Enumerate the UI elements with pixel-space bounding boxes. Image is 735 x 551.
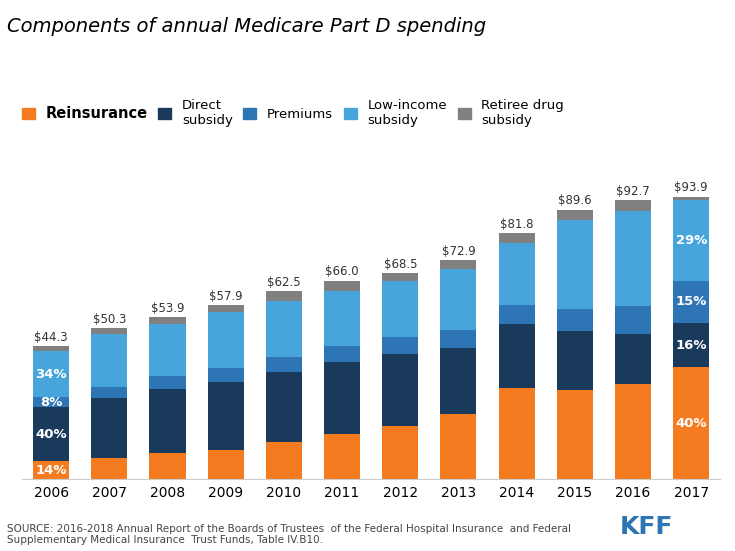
Bar — [208, 305, 244, 312]
Bar — [208, 450, 244, 479]
Bar — [440, 348, 476, 414]
Text: $72.9: $72.9 — [442, 245, 476, 257]
Bar — [266, 291, 302, 301]
Bar — [498, 388, 534, 479]
Bar — [440, 414, 476, 479]
Bar — [557, 310, 593, 331]
Bar — [91, 387, 127, 398]
Bar — [33, 407, 69, 461]
Legend: Reinsurance, Direct
subsidy, Premiums, Low-income
subsidy, Retiree drug
subsidy: Reinsurance, Direct subsidy, Premiums, L… — [21, 99, 564, 127]
Bar — [615, 201, 651, 212]
Bar — [382, 282, 418, 337]
Bar — [91, 328, 127, 334]
Text: $53.9: $53.9 — [151, 302, 184, 315]
Text: 15%: 15% — [675, 295, 707, 308]
Bar — [149, 388, 185, 453]
Text: 8%: 8% — [40, 396, 62, 408]
Bar — [208, 368, 244, 382]
Bar — [440, 260, 476, 269]
Bar — [33, 346, 69, 352]
Bar — [91, 398, 127, 458]
Text: $68.5: $68.5 — [384, 258, 417, 271]
Text: 16%: 16% — [675, 338, 707, 352]
Text: SOURCE: 2016-2018 Annual Report of the Boards of Trustees  of the Federal Hospit: SOURCE: 2016-2018 Annual Report of the B… — [7, 524, 571, 545]
Text: 29%: 29% — [675, 234, 707, 247]
Bar — [498, 243, 534, 305]
Text: 40%: 40% — [35, 428, 67, 441]
Bar — [324, 346, 360, 362]
Text: $92.7: $92.7 — [616, 185, 650, 198]
Bar — [149, 317, 185, 323]
Text: 34%: 34% — [35, 368, 67, 381]
Bar — [382, 273, 418, 282]
Bar — [673, 197, 709, 199]
Text: $66.0: $66.0 — [326, 265, 359, 278]
Bar — [673, 199, 709, 280]
Text: $57.9: $57.9 — [209, 290, 243, 302]
Bar — [440, 330, 476, 348]
Bar — [673, 368, 709, 479]
Bar — [382, 337, 418, 354]
Text: $62.5: $62.5 — [267, 276, 301, 289]
Bar — [149, 323, 185, 376]
Text: KFF: KFF — [620, 516, 673, 539]
Bar — [615, 212, 651, 306]
Bar — [440, 269, 476, 330]
Bar — [498, 324, 534, 388]
Text: Components of annual Medicare Part D spending: Components of annual Medicare Part D spe… — [7, 17, 487, 35]
Bar — [208, 382, 244, 450]
Bar — [91, 458, 127, 479]
Text: $50.3: $50.3 — [93, 312, 126, 326]
Bar — [324, 290, 360, 346]
Bar — [266, 301, 302, 357]
Bar — [266, 357, 302, 372]
Bar — [615, 306, 651, 334]
Bar — [324, 434, 360, 479]
Text: 40%: 40% — [675, 417, 707, 430]
Bar — [498, 233, 534, 243]
Bar — [266, 372, 302, 442]
Text: 14%: 14% — [35, 463, 67, 477]
Text: $89.6: $89.6 — [558, 195, 592, 207]
Bar — [149, 453, 185, 479]
Bar — [498, 305, 534, 324]
Bar — [149, 376, 185, 388]
Bar — [91, 334, 127, 387]
Bar — [615, 385, 651, 479]
Bar — [33, 352, 69, 397]
Bar — [33, 397, 69, 407]
Text: $44.3: $44.3 — [35, 331, 68, 344]
Bar — [557, 331, 593, 390]
Text: $81.8: $81.8 — [500, 218, 534, 231]
Bar — [615, 334, 651, 385]
Bar — [266, 442, 302, 479]
Bar — [557, 220, 593, 310]
Text: $93.9: $93.9 — [675, 181, 708, 195]
Bar — [557, 210, 593, 220]
Bar — [557, 390, 593, 479]
Bar — [324, 362, 360, 434]
Bar — [324, 280, 360, 290]
Bar — [208, 312, 244, 368]
Bar — [33, 461, 69, 479]
Bar — [673, 323, 709, 368]
Bar — [673, 280, 709, 323]
Bar — [382, 354, 418, 426]
Bar — [382, 426, 418, 479]
